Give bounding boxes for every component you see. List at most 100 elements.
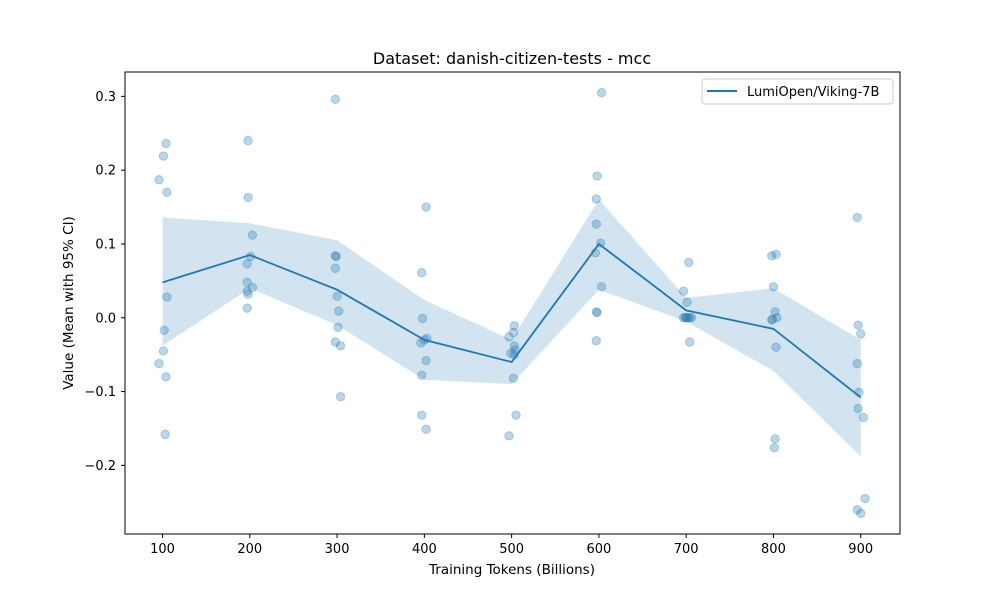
scatter-point: [333, 322, 343, 333]
scatter-point: [417, 313, 428, 324]
scatter-point: [331, 251, 341, 262]
scatter-point: [768, 282, 779, 292]
scatter-point: [417, 370, 427, 381]
x-tick-label: 800: [761, 542, 786, 557]
y-tick-label: 0.2: [95, 164, 116, 179]
scatter-point: [159, 325, 169, 336]
x-tick-label: 700: [674, 542, 699, 557]
scatter-point: [335, 341, 346, 351]
scatter-point: [161, 138, 171, 149]
scatter-point: [682, 297, 692, 307]
scatter-point: [680, 313, 691, 323]
y-tick-label: 0.0: [95, 311, 116, 326]
scatter-point: [417, 268, 427, 278]
scatter-point: [591, 307, 601, 317]
scatter-point: [678, 313, 689, 323]
scatter-point: [684, 257, 694, 268]
scatter-point: [162, 187, 172, 197]
scatter-point: [421, 202, 431, 212]
scatter-point: [330, 337, 341, 347]
scatter-point: [853, 403, 863, 414]
y-tick-label: −0.1: [84, 385, 116, 400]
scatter-point: [591, 219, 601, 229]
scatter-point: [681, 313, 691, 323]
scatter-point: [504, 431, 514, 441]
scatter-point: [243, 135, 253, 146]
scatter-point: [247, 282, 258, 293]
scatter-point: [856, 329, 866, 339]
series-line: [162, 242, 862, 399]
scatter-point: [508, 373, 519, 383]
legend-box: [701, 78, 894, 105]
scatter-point: [772, 313, 782, 323]
legend-label: LumiOpen/Viking-7B: [747, 85, 879, 100]
chart-title: Dataset: danish-citizen-tests - mcc: [373, 49, 651, 68]
confidence-band: [162, 199, 861, 457]
scatter-point: [684, 313, 695, 323]
scatter-layer: [154, 87, 870, 519]
scatter-point: [330, 251, 341, 261]
scatter-point: [509, 321, 519, 331]
scatter-point: [591, 335, 601, 346]
scatter-point: [242, 303, 252, 313]
scatter-point: [678, 286, 689, 296]
scatter-point: [154, 358, 164, 369]
x-axis-ticks: 100 200 300 400 500 600 700 800 900: [150, 534, 873, 557]
scatter-point: [686, 313, 697, 323]
x-tick-label: 600: [586, 542, 611, 557]
scatter-point: [596, 87, 607, 98]
scatter-point: [158, 151, 169, 161]
scatter-point: [161, 372, 171, 382]
scatter-point: [596, 282, 607, 292]
scatter-point: [592, 307, 602, 318]
scatter-point: [508, 327, 519, 338]
y-axis-ticks: −0.2 −0.1 0.0 0.1 0.2 0.3: [84, 90, 125, 474]
scatter-point: [154, 175, 164, 185]
scatter-point: [242, 259, 252, 269]
scatter-point: [592, 171, 602, 181]
y-tick-label: 0.3: [95, 90, 116, 105]
scatter-point: [852, 358, 862, 369]
scatter-point: [770, 307, 780, 317]
scatter-point: [242, 286, 252, 296]
scatter-point: [330, 94, 341, 105]
scatter-point: [770, 434, 780, 444]
scatter-point: [332, 291, 342, 302]
scatter-point: [853, 320, 863, 330]
scatter-point: [683, 313, 693, 323]
scatter-point: [856, 508, 866, 519]
scatter-point: [162, 292, 172, 302]
scatter-point: [243, 192, 253, 203]
scatter-point: [247, 230, 258, 240]
scatter-point: [852, 504, 862, 515]
scatter-point: [417, 410, 427, 420]
scatter-point: [421, 424, 431, 434]
scatter-point: [684, 337, 695, 347]
legend: LumiOpen/Viking-7B: [701, 78, 894, 105]
scatter-point: [591, 194, 601, 204]
scatter-point: [852, 212, 862, 223]
line-layer: [162, 242, 862, 399]
x-axis-label: Training Tokens (Billions): [428, 562, 595, 578]
scatter-point: [160, 429, 170, 440]
y-axis-label: Value (Mean with 95% CI): [61, 216, 77, 390]
scatter-point: [158, 346, 169, 356]
x-tick-label: 100: [150, 542, 175, 557]
scatter-point: [335, 392, 346, 402]
scatter-point: [506, 348, 516, 358]
y-tick-label: 0.1: [95, 237, 116, 252]
scatter-point: [771, 249, 781, 259]
scatter-point: [509, 341, 519, 351]
scatter-point: [771, 342, 781, 352]
scatter-point: [767, 315, 777, 325]
scatter-point: [767, 314, 778, 324]
scatter-point: [511, 410, 521, 420]
x-tick-label: 300: [325, 542, 350, 557]
scatter-point: [858, 412, 869, 423]
x-tick-label: 200: [237, 542, 262, 557]
scatter-point: [330, 263, 341, 274]
x-tick-label: 400: [412, 542, 437, 557]
scatter-point: [421, 355, 431, 366]
scatter-point: [504, 332, 514, 342]
